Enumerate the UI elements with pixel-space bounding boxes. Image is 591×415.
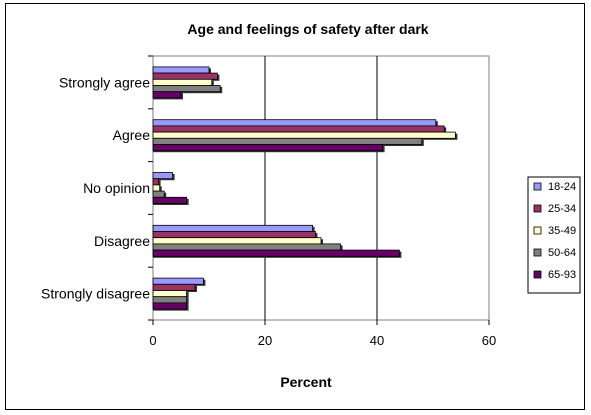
x-tick-label: 0: [149, 333, 156, 348]
bar: [152, 283, 196, 291]
bar: [152, 237, 322, 245]
legend-label: 35-49: [548, 225, 576, 237]
x-tick-labels: 0 20 40 60: [149, 333, 496, 348]
category-label: Agree: [113, 127, 151, 143]
category-label: Strongly disagree: [41, 286, 150, 302]
bar: [152, 72, 218, 80]
category-label: Disagree: [94, 233, 150, 249]
legend: 18-24 25-34 35-49 50-64 65-93: [527, 176, 581, 294]
legend-swatch: [533, 182, 542, 191]
legend-label: 50-64: [548, 247, 576, 259]
bar: [152, 144, 384, 152]
legend-swatch: [533, 248, 542, 257]
bar: [152, 91, 182, 99]
bar: [152, 224, 314, 232]
bar: [152, 277, 204, 285]
legend-swatch: [533, 204, 542, 213]
bar: [152, 196, 187, 204]
bar: [152, 78, 213, 86]
legend-label: 25-34: [548, 203, 576, 215]
bars: [152, 66, 458, 311]
legend-label: 65-93: [548, 269, 576, 281]
bar: [152, 296, 187, 304]
legend-swatch: [533, 270, 542, 279]
bar: [152, 243, 342, 251]
bar: [152, 125, 445, 133]
x-tick-label: 20: [258, 333, 272, 348]
category-labels: Strongly agree Agree No opinion Disagree Str…: [41, 74, 150, 301]
bar: [152, 290, 187, 298]
legend-label: 18-24: [548, 181, 576, 193]
bar: [152, 231, 316, 239]
bar: [152, 178, 159, 186]
bar: [152, 184, 161, 192]
bar: [152, 85, 221, 93]
bar: [152, 119, 437, 127]
bar: [152, 66, 210, 74]
bar: [152, 249, 400, 257]
bar: [152, 172, 174, 180]
category-label: Strongly agree: [59, 74, 150, 90]
x-tick-label: 40: [370, 333, 384, 348]
chart-title: Age and feelings of safety after dark: [187, 21, 428, 37]
category-label: No opinion: [83, 180, 150, 196]
x-tick-label: 60: [482, 333, 496, 348]
legend-swatch: [533, 226, 542, 235]
chart-frame: Age and feelings of safety after dark St…: [5, 3, 585, 410]
plot-area: [152, 55, 490, 321]
bar-chart: Age and feelings of safety after dark St…: [41, 21, 581, 390]
x-axis-label: Percent: [280, 374, 332, 390]
bar: [152, 137, 423, 145]
bar: [152, 190, 165, 198]
bar: [152, 302, 187, 310]
bar: [152, 131, 456, 139]
gridlines: [148, 55, 490, 325]
